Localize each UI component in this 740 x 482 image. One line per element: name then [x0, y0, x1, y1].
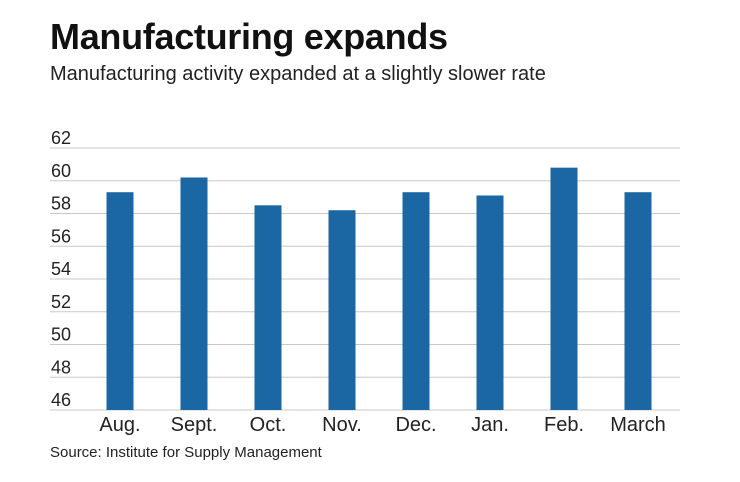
y-tick-label: 62 [51, 128, 71, 148]
y-tick-label: 50 [51, 325, 71, 345]
y-tick-label: 56 [51, 226, 71, 246]
x-category-label: Oct. [250, 414, 287, 436]
bar-feb [550, 167, 578, 410]
y-tick-label: 60 [51, 161, 71, 181]
x-category-label: Sept. [171, 414, 218, 436]
source-note: Source: Institute for Supply Management [50, 444, 322, 461]
x-category-label: Nov. [322, 414, 362, 436]
bar-aug [106, 192, 134, 410]
y-tick-label: 46 [51, 390, 71, 410]
bar-dec [402, 192, 430, 410]
bar-jan [476, 195, 504, 410]
x-category-label: Jan. [471, 414, 509, 436]
x-category-label: March [610, 414, 666, 436]
chart-title: Manufacturing expands [50, 16, 448, 57]
chart-subtitle: Manufacturing activity expanded at a sli… [50, 63, 546, 85]
x-category-label: Aug. [99, 414, 140, 436]
y-tick-label: 54 [51, 259, 71, 279]
bar-sept [180, 177, 208, 410]
y-tick-label: 52 [51, 292, 71, 312]
y-axis-ticks: 46 48 50 52 54 56 58 60 62 [51, 128, 71, 410]
x-category-label: Feb. [544, 414, 584, 436]
bars [106, 167, 652, 410]
x-axis-labels: Aug. Sept. Oct. Nov. Dec. Jan. Feb. March [99, 414, 665, 436]
x-category-label: Dec. [395, 414, 436, 436]
y-tick-label: 58 [51, 194, 71, 214]
bar-march [624, 192, 652, 410]
gridlines [50, 147, 680, 411]
bar-oct [254, 205, 282, 410]
bar-nov [328, 210, 356, 410]
y-tick-label: 48 [51, 357, 71, 377]
